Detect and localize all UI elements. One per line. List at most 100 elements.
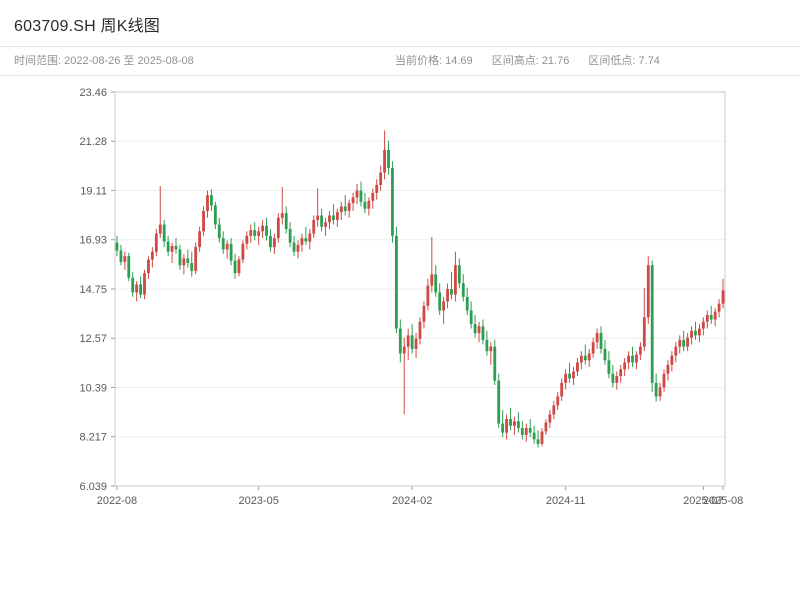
candle-body — [461, 283, 465, 297]
candle-body — [493, 346, 497, 381]
kline-page: 603709.SH 周K线图 时间范围: 2022-08-26 至 2025-0… — [0, 18, 800, 507]
candle-body — [257, 231, 261, 236]
y-tick-label: 14.75 — [79, 284, 107, 296]
candle-body — [583, 355, 587, 361]
candle-body — [465, 296, 469, 311]
x-tick-label: 2023-05 — [238, 495, 278, 507]
time-range-label: 时间范围: 2022-08-26 至 2025-08-08 — [14, 55, 194, 67]
candle-body — [505, 419, 508, 433]
candle-body — [457, 265, 461, 284]
candle-body — [635, 354, 638, 363]
candle-body — [170, 246, 174, 252]
candle-body — [638, 346, 642, 355]
candle-body — [387, 149, 390, 168]
candle-body — [485, 339, 489, 352]
x-tick-label: 2024-11 — [546, 495, 586, 507]
candle-body — [206, 195, 209, 211]
candle-body — [147, 259, 150, 274]
candle-body — [343, 206, 347, 211]
candle-body — [221, 238, 225, 250]
candle-body — [705, 314, 709, 322]
candle-body — [599, 333, 603, 349]
candle-body — [119, 250, 123, 262]
candle-body — [391, 167, 394, 236]
candle-body — [324, 222, 327, 227]
candle-body — [473, 324, 477, 334]
candle-body — [308, 233, 312, 242]
candle-body — [261, 225, 264, 232]
candle-body — [162, 224, 166, 242]
y-tick-label: 12.57 — [79, 333, 107, 345]
candle-body — [540, 431, 544, 444]
x-tick-label: 2025-07 — [683, 495, 723, 507]
candle-body — [481, 326, 485, 340]
candle-body — [674, 346, 678, 356]
x-tick-label: 2022-08 — [97, 495, 137, 507]
y-tick-label: 8.217 — [79, 432, 107, 444]
candle-body — [410, 335, 414, 349]
candle-body — [658, 387, 662, 397]
candle-body — [198, 231, 202, 248]
candle-body — [560, 382, 564, 397]
candle-body — [210, 195, 213, 206]
candle-body — [304, 238, 308, 242]
candle-body — [217, 224, 221, 239]
candle-body — [150, 251, 154, 260]
candle-body — [642, 317, 646, 347]
candle-body — [544, 422, 548, 432]
candle-body — [245, 235, 249, 244]
candle-body — [501, 423, 505, 433]
candle-body — [426, 285, 430, 306]
candle-body — [312, 220, 316, 234]
candle-body — [402, 346, 406, 354]
candle-body — [154, 233, 158, 252]
candle-body — [379, 172, 383, 185]
candle-body — [528, 428, 532, 433]
candle-body — [335, 212, 339, 221]
range-high-label: 区间高点: 21.76 — [491, 55, 570, 67]
candle-body — [166, 241, 170, 252]
candle-body — [316, 215, 320, 221]
candle-body — [194, 247, 198, 271]
candle-body — [678, 339, 682, 347]
candle-body — [442, 301, 446, 311]
candle-body — [450, 288, 453, 295]
candle-body — [694, 330, 697, 336]
candle-body — [367, 200, 371, 209]
candle-body — [375, 184, 379, 193]
candle-body — [139, 284, 142, 295]
y-tick-label: 6.039 — [79, 481, 107, 493]
candle-body — [524, 428, 528, 435]
candle-body — [701, 321, 705, 329]
candle-body — [552, 405, 556, 415]
candle-body — [225, 243, 229, 250]
candle-body — [532, 432, 536, 440]
candle-body — [497, 380, 501, 424]
candle-body — [213, 205, 217, 225]
candle-body — [237, 259, 241, 274]
candle-body — [446, 288, 449, 302]
candle-body — [300, 238, 304, 245]
candle-body — [603, 348, 607, 361]
candle-body — [383, 149, 386, 173]
candle-body — [591, 342, 595, 354]
candle-body — [709, 314, 713, 320]
candle-body — [280, 213, 284, 218]
candle-body — [233, 260, 237, 274]
y-tick-label: 10.39 — [79, 383, 107, 395]
candle-body — [611, 373, 615, 383]
candle-body — [721, 290, 725, 304]
candle-body — [115, 242, 119, 251]
candle-body — [347, 203, 351, 211]
candle-body — [284, 213, 288, 230]
candle-body — [174, 246, 178, 250]
candle-body — [351, 197, 355, 204]
candle-body — [477, 326, 481, 334]
candle-body — [666, 364, 670, 374]
candle-body — [143, 273, 146, 295]
candle-body — [202, 210, 205, 232]
divider-top — [0, 46, 800, 47]
candle-body — [127, 256, 131, 278]
candle-body — [469, 310, 473, 325]
candle-body — [434, 274, 438, 293]
